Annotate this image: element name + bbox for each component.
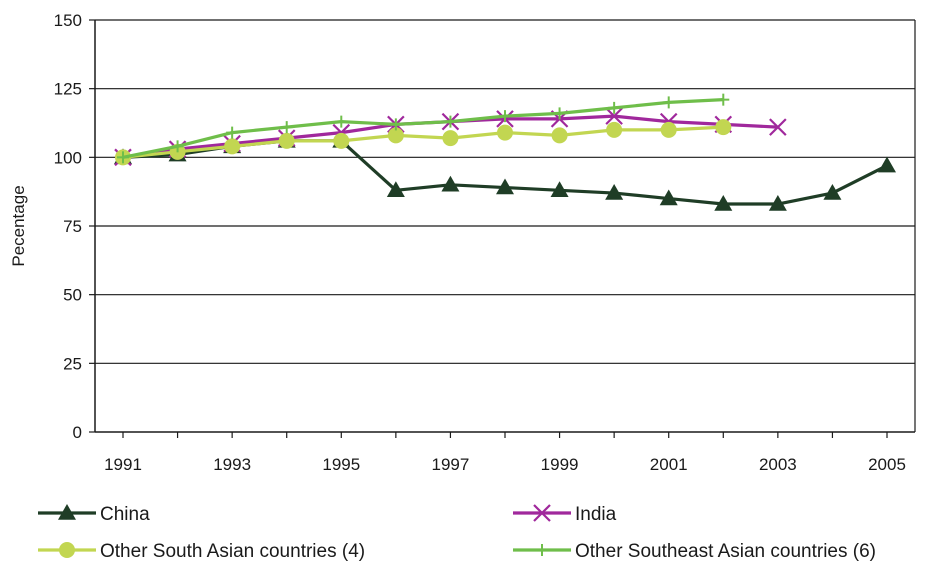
data-point bbox=[605, 107, 623, 125]
x-tick-label: 2005 bbox=[868, 455, 906, 474]
data-point bbox=[278, 132, 295, 149]
data-point bbox=[551, 127, 568, 144]
x-tick-label: 1999 bbox=[541, 455, 579, 474]
legend-item: Other Southeast Asian countries (6) bbox=[513, 541, 876, 562]
data-point bbox=[608, 101, 621, 114]
legend-label: India bbox=[575, 504, 617, 525]
series-other-southeast-asian-countries-6 bbox=[117, 93, 730, 164]
x-tick-label: 2001 bbox=[650, 455, 688, 474]
legend-label: Other South Asian countries (4) bbox=[100, 541, 365, 562]
y-tick-label: 125 bbox=[54, 80, 82, 99]
legend-marker bbox=[59, 542, 75, 558]
series-line bbox=[122, 125, 724, 159]
data-point bbox=[224, 138, 241, 155]
data-point bbox=[769, 118, 787, 136]
legend-label: Other Southeast Asian countries (6) bbox=[575, 541, 876, 562]
data-point bbox=[659, 189, 678, 206]
legend: China India Other South Asian countries (4… bbox=[38, 504, 876, 562]
data-point bbox=[444, 115, 457, 128]
marker-stroke bbox=[769, 118, 787, 136]
x-tick-label: 1993 bbox=[213, 455, 251, 474]
data-point bbox=[389, 118, 402, 131]
data-point bbox=[335, 115, 348, 128]
data-point bbox=[226, 126, 239, 139]
data-point bbox=[333, 132, 350, 149]
data-point bbox=[714, 195, 733, 211]
series bbox=[114, 93, 896, 211]
legend-item: China bbox=[38, 504, 150, 525]
y-tick-label: 25 bbox=[63, 354, 82, 373]
data-point bbox=[171, 140, 184, 153]
y-tick-label: 75 bbox=[63, 217, 82, 236]
data-point bbox=[878, 156, 896, 173]
data-point bbox=[496, 178, 514, 195]
data-point bbox=[550, 181, 569, 198]
series-line bbox=[122, 98, 724, 159]
marker-stroke bbox=[605, 107, 623, 125]
data-point bbox=[117, 151, 129, 164]
y-tick-label: 150 bbox=[54, 11, 82, 30]
data-point bbox=[499, 110, 511, 123]
data-point bbox=[660, 121, 677, 138]
data-point bbox=[768, 195, 787, 211]
data-point bbox=[717, 93, 730, 106]
data-point bbox=[280, 121, 293, 134]
data-point bbox=[497, 124, 513, 141]
series-other-south-asian-countries-4 bbox=[115, 119, 732, 166]
data-point bbox=[441, 175, 460, 192]
legend-marker bbox=[58, 504, 76, 520]
y-tick-label: 100 bbox=[54, 148, 82, 167]
data-point bbox=[662, 96, 675, 109]
marker-stroke bbox=[533, 504, 551, 522]
axes: 0 25 50 75 100 125 150 1991 1993 1995 1997 1999 2001… bbox=[54, 11, 915, 474]
data-point bbox=[605, 184, 624, 200]
data-point bbox=[715, 119, 732, 136]
data-point bbox=[386, 181, 405, 198]
data-point bbox=[387, 127, 404, 144]
y-tick-label: 0 bbox=[73, 423, 82, 442]
legend-label: China bbox=[100, 504, 150, 525]
legend-item: Other South Asian countries (4) bbox=[38, 541, 365, 562]
y-axis-label: Pecentage bbox=[9, 185, 28, 266]
data-point bbox=[606, 121, 623, 138]
x-tick-label: 1997 bbox=[432, 455, 470, 474]
data-point bbox=[823, 184, 842, 200]
x-tick-label: 1995 bbox=[322, 455, 360, 474]
legend-item: India bbox=[513, 504, 617, 525]
gridlines bbox=[95, 19, 916, 432]
data-point bbox=[553, 107, 566, 120]
legend-marker bbox=[533, 504, 551, 522]
y-tick-label: 50 bbox=[63, 286, 82, 305]
data-point bbox=[442, 130, 459, 147]
legend-marker bbox=[536, 544, 548, 556]
x-tick-label: 2003 bbox=[759, 455, 797, 474]
x-tick-label: 1991 bbox=[104, 455, 142, 474]
